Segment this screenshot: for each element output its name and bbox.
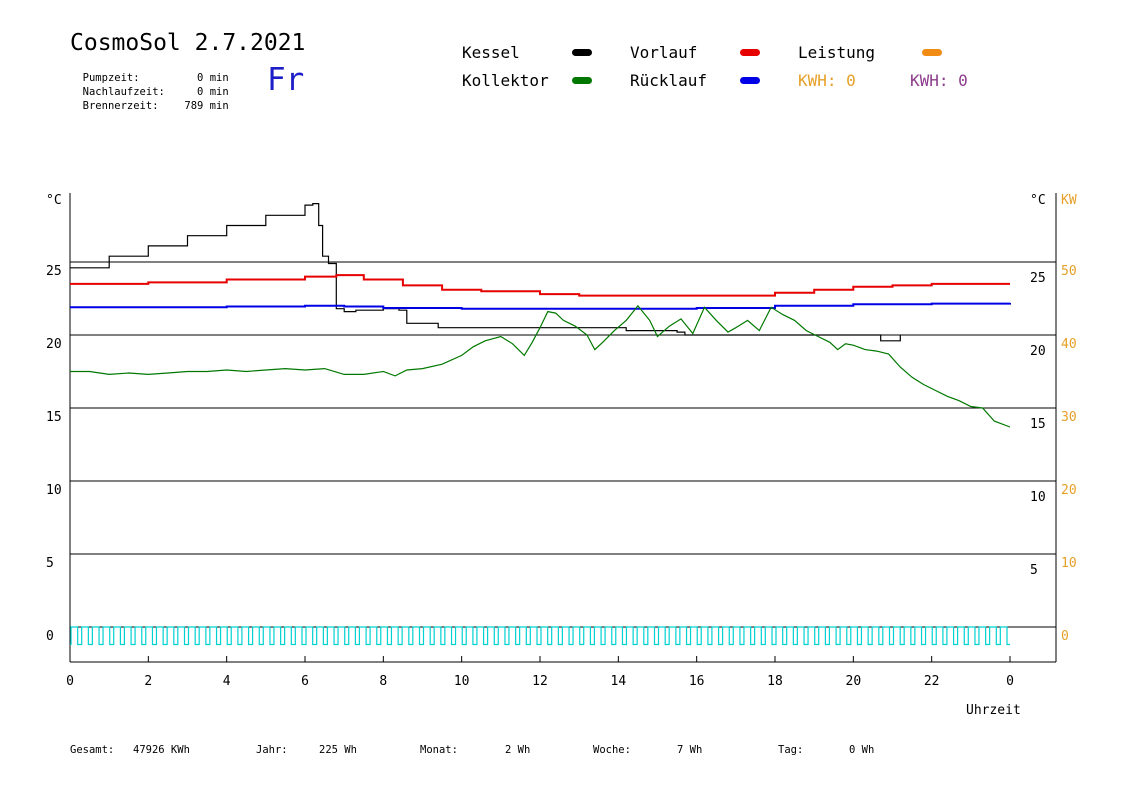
- footer-monat-value: 2 Wh: [505, 744, 531, 756]
- y-tick-label-right: 10: [1030, 490, 1046, 505]
- info-brennerzeit: Brennerzeit: 789 min: [70, 85, 229, 113]
- y-tick-label-left: 10: [46, 483, 62, 498]
- x-tick-label: 22: [924, 674, 940, 689]
- x-tick-label: 2: [144, 674, 152, 689]
- footer-woche-label: Woche:: [593, 744, 631, 756]
- info-pumpzeit: Pumpzeit: 0 min: [70, 57, 229, 85]
- footer-monat-label: Monat:: [420, 744, 458, 756]
- x-tick-label: 20: [846, 674, 862, 689]
- footer-gesamt-label: Gesamt:: [70, 744, 115, 756]
- pump-indicator-line: [70, 626, 1010, 646]
- y-tick-label-left: 25: [46, 264, 62, 279]
- x-tick-label: 0: [66, 674, 74, 689]
- footer-tag-label: Tag:: [778, 744, 804, 756]
- kwh-value-2: KWH: 0: [910, 71, 968, 90]
- y-tick-label-right: 25: [1030, 271, 1046, 286]
- footer-jahr-label: Jahr:: [256, 744, 288, 756]
- kw-tick-label: 0: [1061, 629, 1069, 644]
- y-tick-label-left: 15: [46, 410, 62, 425]
- page-title: CosmoSol 2.7.2021: [70, 30, 306, 56]
- kw-tick-label: 30: [1061, 410, 1077, 425]
- kw-tick-label: 40: [1061, 337, 1077, 352]
- y-tick-label-right: 20: [1030, 344, 1046, 359]
- info-label: Brennerzeit:: [82, 100, 159, 112]
- legend-kollektor-swatch: [572, 77, 592, 84]
- kw-tick-label: 50: [1061, 264, 1077, 279]
- kw-tick-label: 20: [1061, 483, 1077, 498]
- legend-vorlauf-label: Vorlauf: [630, 43, 698, 62]
- info-value: 0 min: [197, 86, 229, 98]
- y-tick-label-left: 0: [46, 629, 54, 644]
- right-unit-label-power: KW: [1061, 193, 1077, 208]
- series-line-ruecklauf: [70, 302, 1011, 310]
- x-tick-label: 18: [767, 674, 783, 689]
- kwh-value-1: KWH: 0: [798, 71, 856, 90]
- footer-woche-value: 7 Wh: [677, 744, 703, 756]
- y-tick-label-right: 5: [1030, 563, 1038, 578]
- x-tick-label: 6: [301, 674, 309, 689]
- info-nachlaufzeit: Nachlaufzeit: 0 min: [70, 71, 229, 99]
- info-value: 789 min: [184, 100, 229, 112]
- x-tick-label: 16: [689, 674, 705, 689]
- info-value: 0 min: [197, 72, 229, 84]
- x-axis-label: Uhrzeit: [966, 703, 1021, 718]
- x-tick-label: 8: [379, 674, 387, 689]
- x-tick-label: 4: [223, 674, 231, 689]
- kw-tick-label: 10: [1061, 556, 1077, 571]
- legend-ruecklauf-label: Rücklauf: [630, 71, 708, 90]
- series-line-vorlauf: [70, 274, 1010, 297]
- legend-kollektor-label: Kollektor: [462, 71, 549, 90]
- legend-kessel-label: Kessel: [462, 43, 520, 62]
- legend-leistung-swatch: [922, 49, 942, 56]
- x-tick-label: 14: [611, 674, 627, 689]
- weekday-label: Fr: [267, 62, 305, 98]
- y-tick-label-right: 15: [1030, 417, 1046, 432]
- footer-gesamt-value: 47926 KWh: [133, 744, 190, 756]
- series-line-kessel: [70, 203, 901, 342]
- x-tick-label: 0: [1006, 674, 1014, 689]
- legend-leistung-label: Leistung: [798, 43, 876, 62]
- legend-kessel-swatch: [572, 49, 592, 56]
- info-label: Nachlaufzeit:: [82, 86, 165, 98]
- x-tick-label: 10: [454, 674, 470, 689]
- right-unit-label-temp: °C: [1030, 193, 1046, 208]
- footer-tag-value: 0 Wh: [849, 744, 875, 756]
- info-label: Pumpzeit:: [82, 72, 140, 84]
- legend-vorlauf-swatch: [740, 49, 760, 56]
- y-tick-label-left: 20: [46, 337, 62, 352]
- legend-ruecklauf-swatch: [740, 77, 760, 84]
- y-tick-label-left: 5: [46, 556, 54, 571]
- left-unit-label: °C: [46, 193, 62, 208]
- x-tick-label: 12: [532, 674, 548, 689]
- footer-jahr-value: 225 Wh: [319, 744, 357, 756]
- series-line-kollektor: [70, 304, 1011, 428]
